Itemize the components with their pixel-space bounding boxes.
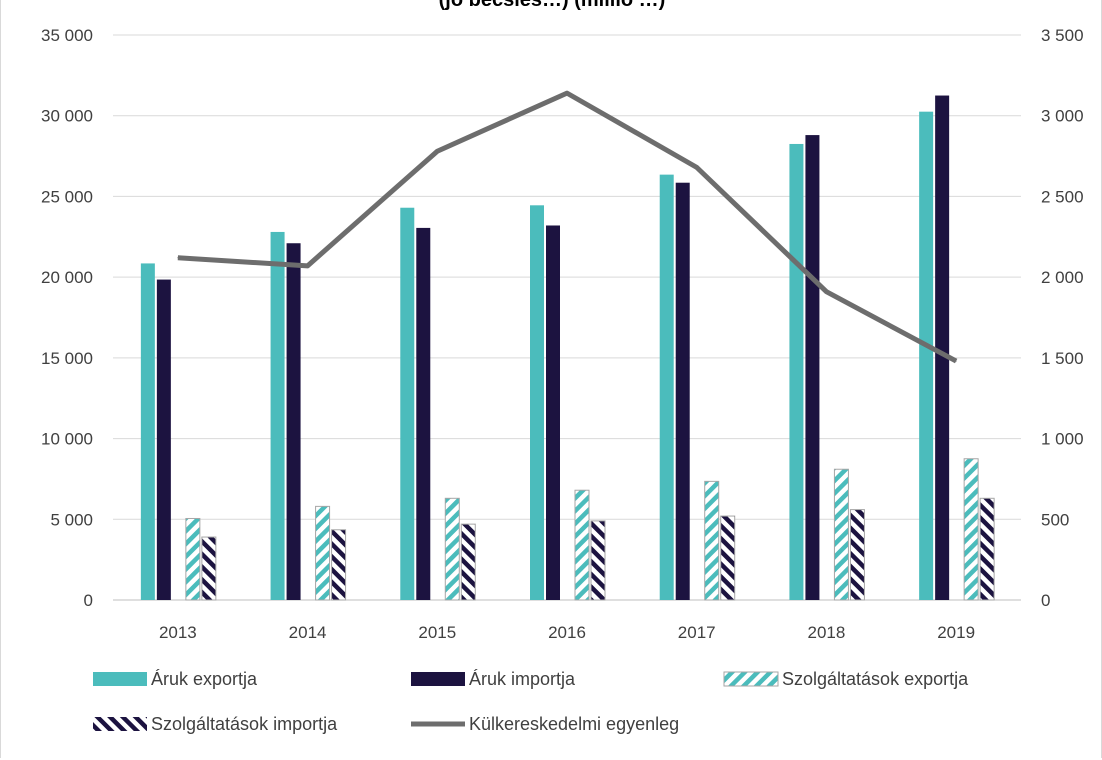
right-tick-label: 2 000 — [1041, 268, 1084, 287]
legend-label: Szolgáltatások importja — [151, 714, 338, 734]
balance-line — [177, 90, 958, 364]
bar-áruk-exportja-2013 — [140, 263, 155, 600]
bar-szolgáltatások-importja-2016 — [590, 520, 606, 601]
bar-áruk-exportja-2014 — [270, 231, 285, 600]
left-tick-label: 25 000 — [41, 187, 93, 206]
bar-szolgáltatások-importja-2018 — [849, 509, 865, 601]
bar-szolgáltatások-exportja-2015 — [444, 497, 460, 601]
left-tick-label: 35 000 — [41, 26, 93, 45]
right-tick-label: 0 — [1041, 591, 1050, 610]
right-tick-label: 1 000 — [1041, 430, 1084, 449]
balance-point-2019 — [955, 360, 957, 362]
left-tick-label: 10 000 — [41, 430, 93, 449]
legend-item: Áruk exportja — [93, 669, 258, 689]
left-tick-label: 0 — [84, 591, 93, 610]
left-tick-label: 15 000 — [41, 349, 93, 368]
x-tick-label: 2016 — [548, 623, 586, 642]
balance-point-2014 — [307, 265, 309, 267]
bar-szolgáltatások-exportja-2019 — [963, 458, 979, 601]
bar-szolgáltatások-exportja-2018 — [833, 468, 849, 601]
bar-áruk-importja-2018 — [805, 135, 820, 601]
legend-item: Áruk importja — [411, 669, 576, 689]
chart-title: (jó becslés…) (millió …) — [439, 0, 666, 11]
bar-szolgáltatások-importja-2014 — [331, 529, 347, 601]
grid-lines — [113, 34, 1021, 601]
x-tick-label: 2014 — [289, 623, 327, 642]
bar-áruk-importja-2014 — [286, 243, 301, 600]
x-axis: 2013 2014 2015 2016 2017 2018 2019 — [159, 623, 975, 642]
bar-szolgáltatások-importja-2015 — [460, 523, 476, 601]
balance-point-2015 — [436, 150, 438, 152]
left-axis: 0 5 000 10 000 15 000 20 000 25 000 30 000 35 0… — [41, 26, 93, 610]
right-tick-label: 3 000 — [1041, 107, 1084, 126]
bar-szolgáltatások-importja-2017 — [720, 515, 736, 601]
left-tick-label: 30 000 — [41, 107, 93, 126]
legend-item: Külkereskedelmi egyenleg — [411, 714, 679, 734]
right-axis: 0 500 1 000 1 500 2 000 2 500 3 000 3 500 — [1041, 26, 1084, 610]
balance-point-2013 — [177, 257, 179, 259]
balance-point-2018 — [825, 291, 827, 293]
bar-szolgáltatások-exportja-2016 — [574, 489, 590, 601]
legend-item: Szolgáltatások importja — [93, 714, 338, 734]
balance-point-2017 — [696, 166, 698, 168]
legend-label: Külkereskedelmi egyenleg — [469, 714, 679, 734]
legend-label: Áruk exportja — [151, 669, 258, 689]
legend-swatch — [93, 717, 147, 731]
bar-áruk-exportja-2015 — [400, 207, 415, 600]
x-tick-label: 2018 — [808, 623, 846, 642]
x-tick-label: 2017 — [678, 623, 716, 642]
x-tick-label: 2015 — [418, 623, 456, 642]
bar-áruk-importja-2017 — [675, 182, 690, 600]
legend-swatch — [411, 672, 465, 686]
bar-áruk-importja-2019 — [935, 95, 950, 601]
bar-szolgáltatások-exportja-2017 — [704, 480, 720, 601]
bar-áruk-exportja-2019 — [919, 111, 934, 600]
bars — [140, 95, 995, 601]
balance-point-2016 — [566, 92, 568, 94]
bar-áruk-importja-2015 — [416, 227, 431, 600]
bar-áruk-exportja-2017 — [659, 174, 674, 600]
legend: Áruk exportja Áruk importja Szolgáltatások… — [93, 669, 969, 734]
x-tick-label: 2019 — [937, 623, 975, 642]
right-tick-label: 2 500 — [1041, 187, 1084, 206]
legend-label: Szolgáltatások exportja — [782, 669, 969, 689]
left-tick-label: 5 000 — [50, 510, 93, 529]
bar-áruk-importja-2013 — [156, 279, 171, 600]
legend-swatch — [723, 671, 779, 687]
right-tick-label: 1 500 — [1041, 349, 1084, 368]
bar-szolgáltatások-exportja-2013 — [185, 517, 201, 601]
bar-szolgáltatások-importja-2019 — [979, 497, 995, 601]
bar-áruk-exportja-2016 — [530, 205, 544, 601]
left-tick-label: 20 000 — [41, 268, 93, 287]
bar-áruk-exportja-2018 — [789, 143, 804, 600]
bar-szolgáltatások-exportja-2014 — [315, 505, 331, 601]
right-tick-label: 500 — [1041, 510, 1069, 529]
bar-szolgáltatások-importja-2013 — [201, 536, 217, 601]
legend-label: Áruk importja — [469, 669, 576, 689]
bar-áruk-importja-2016 — [546, 225, 560, 600]
x-tick-label: 2013 — [159, 623, 197, 642]
legend-item: Szolgáltatások exportja — [723, 669, 969, 689]
legend-swatch — [93, 672, 147, 686]
right-tick-label: 3 500 — [1041, 26, 1084, 45]
